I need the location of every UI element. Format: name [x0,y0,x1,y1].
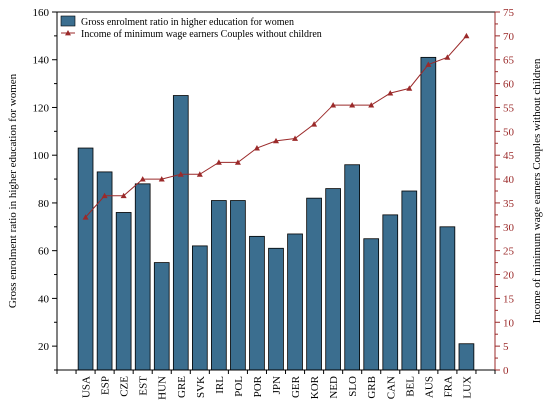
bar-can [382,214,399,371]
bar-lux [458,343,475,371]
x-tick-label-lux: LUX [461,376,473,399]
bar-kor [306,197,322,371]
y-tick-label-right: 30 [503,222,515,234]
bar-bel [401,190,418,371]
line-point-ned [330,102,337,108]
x-tick-label-est: EST [138,376,150,396]
y-tick-label-left: 120 [33,102,50,114]
y-tick-label-right: 60 [503,79,515,91]
x-tick-label-hun: HUN [157,376,169,400]
x-tick-label-grb: GRB [366,376,378,399]
line-point-est [139,176,146,182]
x-tick-label-aus: AUS [423,376,435,398]
bar-ger [287,233,303,371]
bar-usa [77,147,94,371]
x-tick-label-kor: KOR [309,375,321,399]
line-point-pol [234,159,241,165]
y-tick-label-left: 140 [33,55,50,67]
line-point-aus [425,61,432,67]
x-tick-label-can: CAN [385,376,397,399]
x-tick-label-irl: IRL [214,376,226,394]
x-tick-label-ned: NED [328,376,340,399]
bar-por [249,235,265,371]
bar-est [134,183,151,371]
bar-series [77,56,475,371]
y-tick-label-right: 70 [503,31,515,43]
y-tick-label-left: 20 [38,341,50,353]
bar-fra [439,226,456,371]
line-point-lux [463,32,470,39]
x-tick-label-gre: GRE [176,376,188,398]
bar-pol [230,200,246,371]
y-tick-label-right: 75 [503,7,515,19]
x-tick-label-por: POR [252,375,264,397]
bar-ned [325,188,341,371]
y-tick-label-left: 80 [38,198,50,210]
line-point-slo [349,102,356,108]
y-tick-label-left: 100 [33,150,50,162]
y-tick-label-right: 25 [503,246,515,258]
legend: Gross enrolment ratio in higher educatio… [60,15,322,40]
x-tick-label-svk: SVK [195,376,207,398]
bar-slo [344,164,361,371]
x-tick-label-cze: CZE [119,376,131,397]
line-point-can [387,90,394,96]
line-point-gre [177,171,184,177]
line-point-jpn [273,137,279,144]
y-axis-title-right: Income of minimum wage earners Couples w… [531,58,543,323]
line-point-usa [82,214,89,220]
line-point-grb [368,102,375,108]
y-tick-label-left: 160 [33,7,50,19]
bar-jpn [268,247,284,371]
y-axis-title-left: Gross enrolment ratio in higher educatio… [7,73,19,308]
x-tick-label-esp: ESP [100,376,112,395]
x-tick-label-usa: USA [81,376,93,398]
line-series [82,32,470,220]
y-tick-label-right: 50 [503,126,515,138]
axes: 20 40 60 80 100 120 140 160 0 5 10 15 20 25 30 35 40 45 50… [33,7,515,400]
line-point-cze [120,192,127,199]
x-tick-label-pol: POL [233,376,245,397]
x-tick-label-fra: FRA [442,376,454,397]
x-tick-label-ger: GER [290,375,302,398]
line-point-kor [311,121,318,127]
bar-hun [153,262,170,371]
line-point-esp [101,192,108,199]
bar-cze [115,212,132,371]
y-tick-label-right: 40 [503,174,515,186]
legend-label-bar: Gross enrolment ratio in higher educatio… [81,17,294,28]
x-tick-label-bel: BEL [404,376,416,397]
y-tick-label-right: 0 [503,365,509,377]
line-point-ger [292,135,299,141]
legend-label-line: Income of minimum wage earners Couples w… [81,29,322,40]
x-tick-label-jpn: JPN [271,376,283,394]
bar-svk [191,245,208,371]
y-tick-label-right: 55 [503,102,515,114]
bar-grb [363,238,380,371]
y-tick-label-right: 5 [503,341,509,353]
bar-gre [172,95,189,371]
x-tick-label-slo: SLO [347,376,359,397]
y-tick-label-left: 40 [38,293,50,305]
line-point-por [253,145,260,151]
line-point-fra [444,54,451,60]
bar-irl [211,200,227,371]
legend-swatch-bar [60,15,76,27]
y-tick-label-right: 35 [503,198,515,210]
line-point-svk [196,171,203,177]
y-tick-label-right: 15 [503,293,515,305]
line-point-bel [406,85,413,91]
y-tick-label-right: 20 [503,270,515,282]
line-point-irl [215,159,222,165]
y-tick-label-left: 60 [38,246,50,258]
y-tick-label-right: 45 [503,150,515,162]
legend-marker-line [65,30,71,36]
bar-aus [420,56,437,371]
line-point-hun [158,176,165,182]
y-tick-label-right: 65 [503,55,515,67]
y-tick-label-right: 10 [503,317,515,329]
